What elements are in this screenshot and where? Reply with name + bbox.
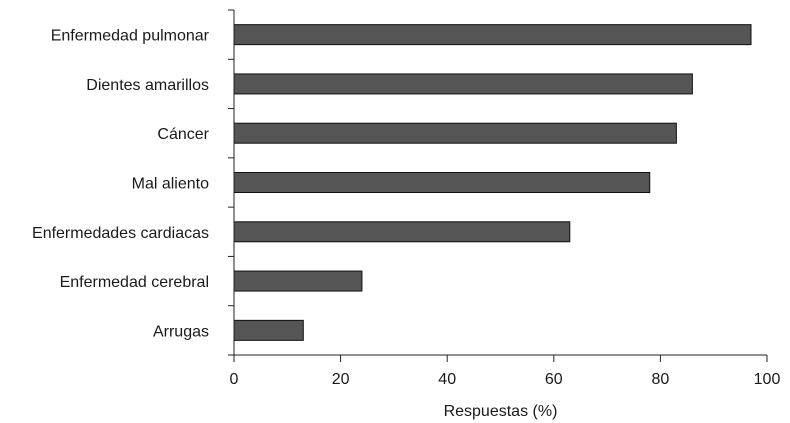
- x-tick-label: 60: [545, 371, 563, 388]
- category-label: Dientes amarillos: [86, 77, 209, 94]
- category-label: Mal aliento: [132, 176, 209, 193]
- category-label: Cáncer: [157, 126, 209, 143]
- bar: [233, 270, 363, 292]
- bars-group: [233, 24, 752, 341]
- bar: [233, 319, 304, 341]
- bar: [233, 122, 677, 144]
- x-tick-label: 100: [754, 371, 781, 388]
- category-label: Arrugas: [153, 323, 209, 340]
- category-label: Enfermedades cardiacas: [32, 225, 209, 242]
- category-label: Enfermedad pulmonar: [51, 28, 210, 45]
- bar: [233, 221, 571, 243]
- x-tick-label: 20: [332, 371, 350, 388]
- x-axis-ticks-group: [233, 355, 768, 362]
- category-label: Enfermedad cerebral: [60, 274, 209, 291]
- bar: [233, 24, 752, 46]
- x-tick-label: 0: [230, 371, 239, 388]
- x-tick-label: 80: [652, 371, 670, 388]
- y-axis-ticks-group: [228, 9, 234, 356]
- bar: [233, 73, 693, 95]
- category-labels-group: Enfermedad pulmonar Dientes amarillos Cánc…: [32, 28, 210, 341]
- x-tick-labels-group: 0 20 40 60 80 100: [230, 371, 781, 388]
- x-tick-label: 40: [438, 371, 456, 388]
- x-axis-title: Respuestas (%): [444, 403, 558, 420]
- bar: [233, 172, 651, 193]
